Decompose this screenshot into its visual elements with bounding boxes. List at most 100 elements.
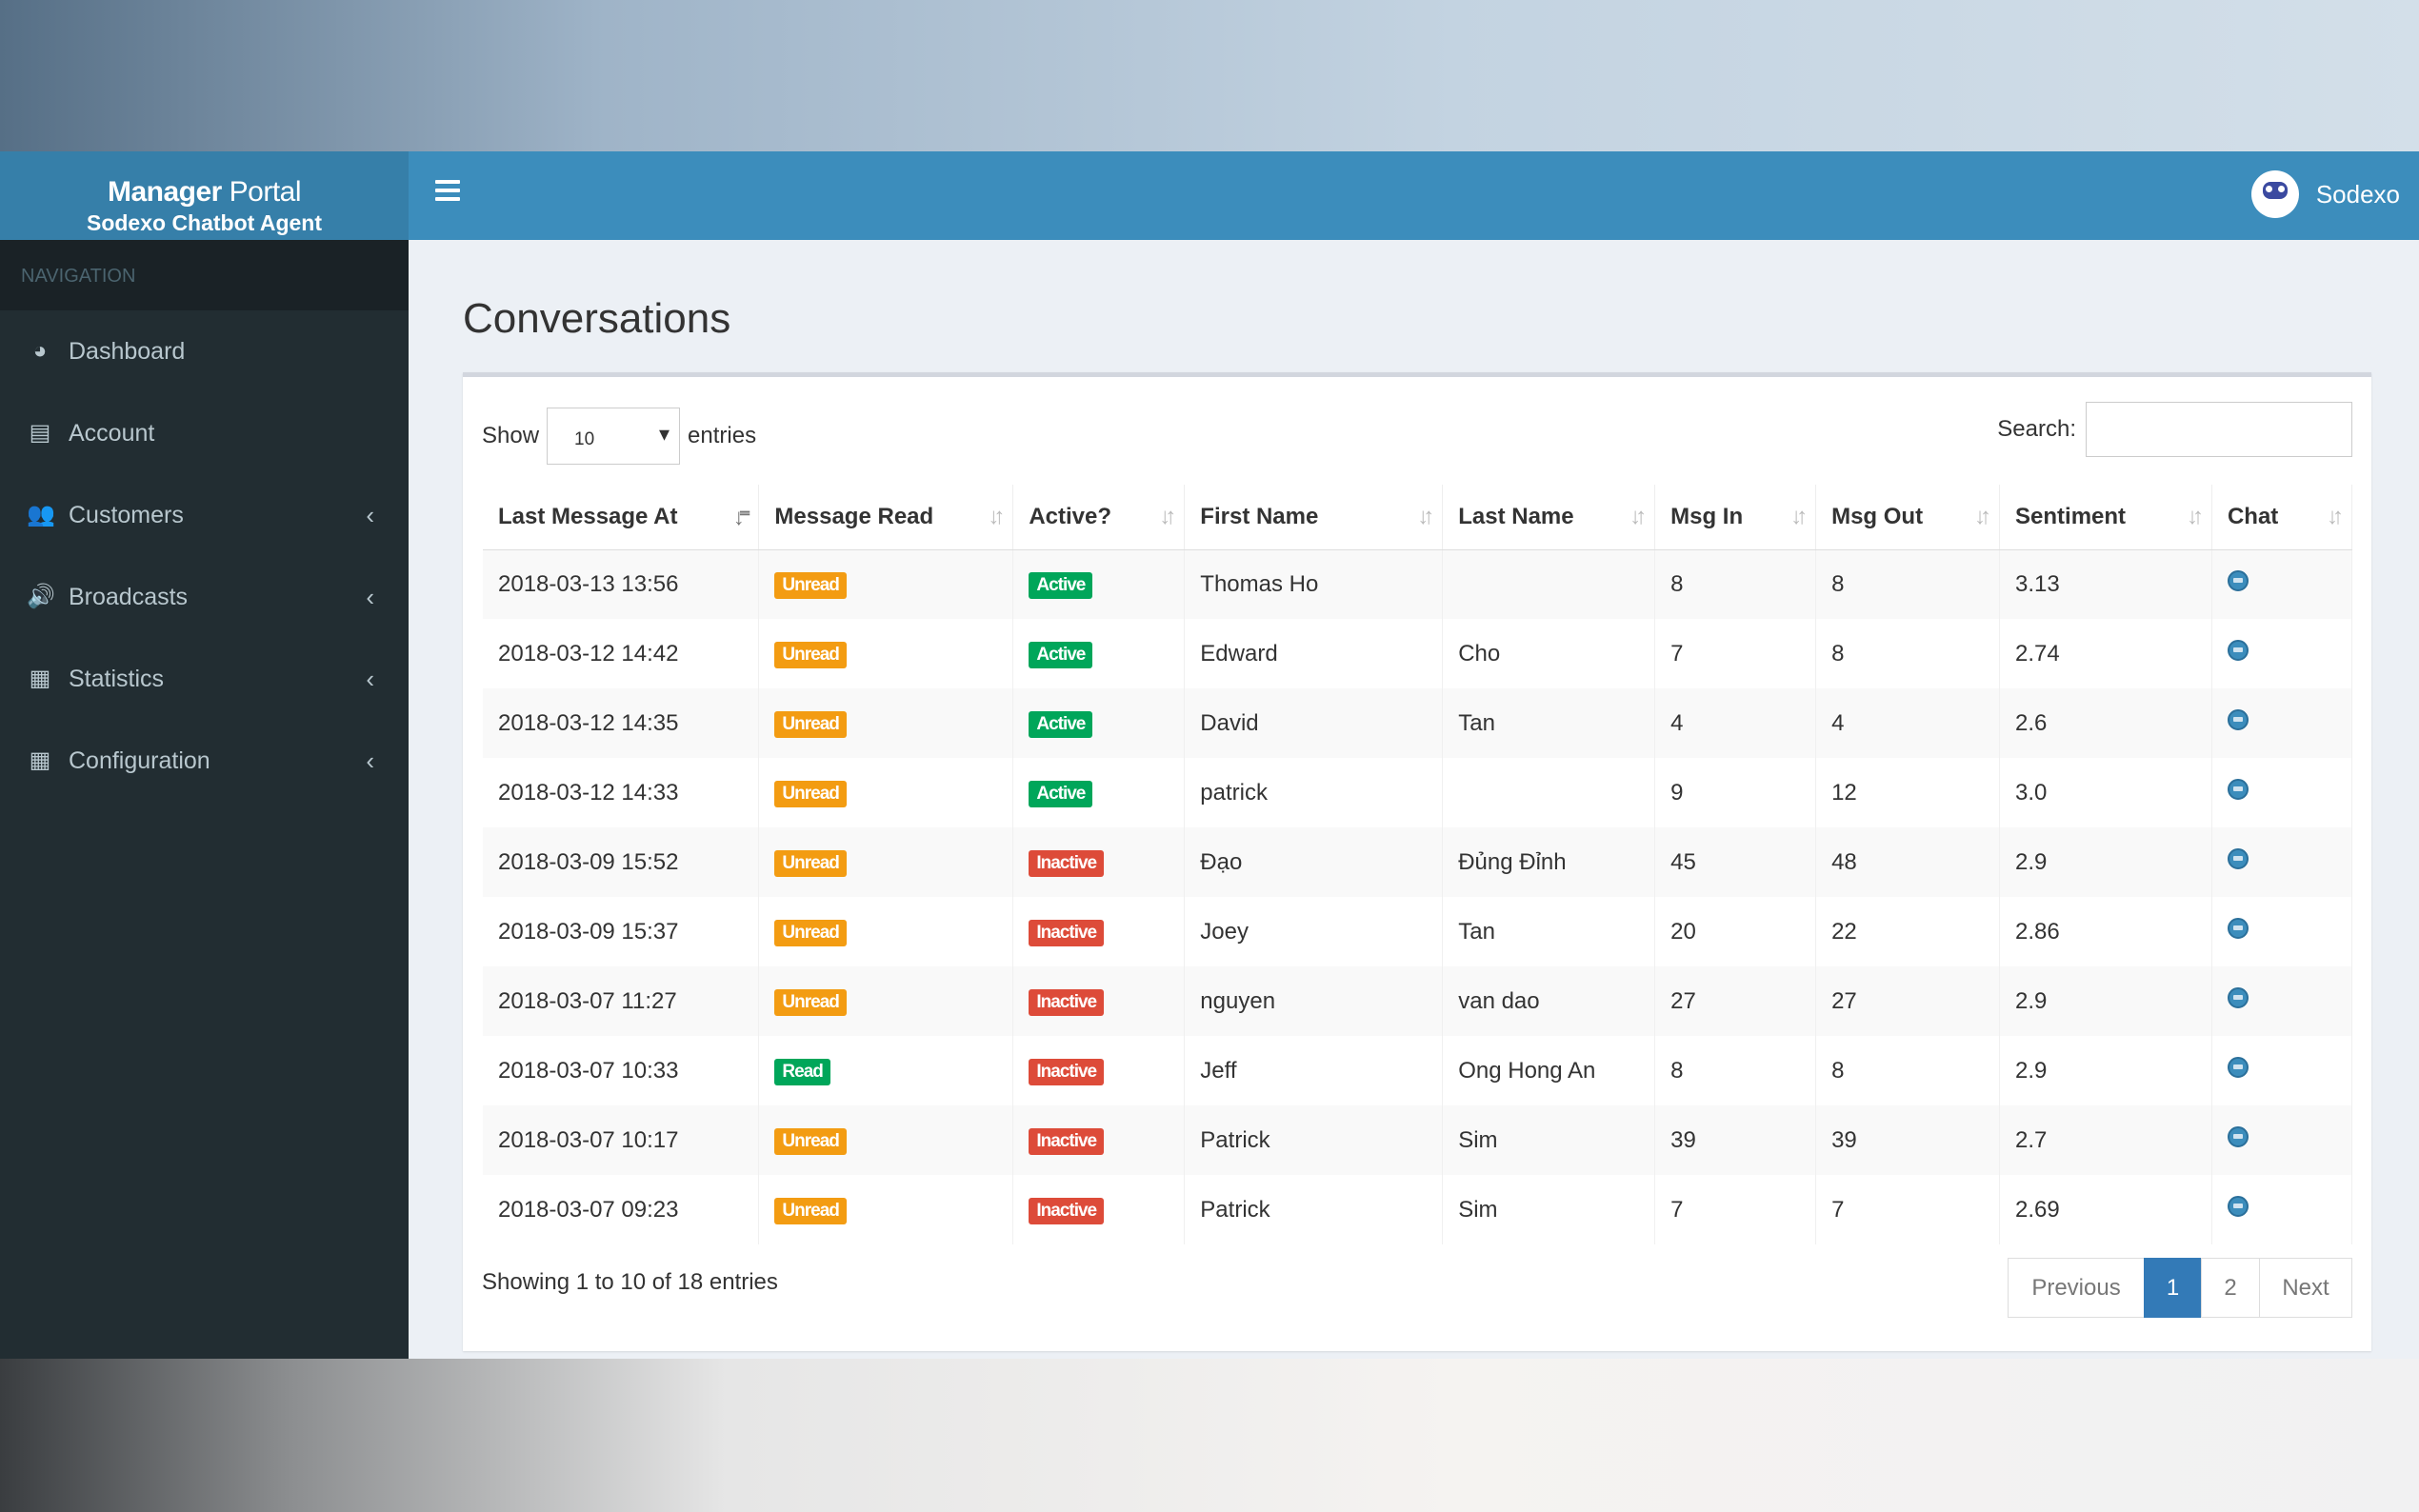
users-icon: 👥	[27, 502, 55, 527]
read-status-badge: Unread	[774, 1127, 847, 1155]
cell-text: 2018-03-09 15:37	[498, 918, 679, 945]
sort-icon[interactable]: ↓↑	[1790, 504, 1808, 529]
cell-1: Unread	[758, 827, 1014, 897]
column-header-chat[interactable]: Chat ↓↑	[2211, 485, 2353, 550]
sort-icon[interactable]: ↓↑	[1159, 504, 1176, 529]
cell-3: patrick	[1184, 758, 1444, 827]
sort-icon[interactable]: ↓↑	[2186, 504, 2204, 529]
chevron-left-icon: ‹	[366, 746, 374, 775]
cell-text: 39	[1670, 1126, 1696, 1153]
sidebar-item-customers[interactable]: 👥 Customers ‹	[0, 474, 409, 556]
next-button[interactable]: Next	[2259, 1258, 2352, 1318]
active-status-badge: Inactive	[1029, 849, 1105, 877]
active-status-badge: Active	[1029, 710, 1093, 738]
cell-4: Đủng Đỉnh	[1442, 827, 1656, 897]
app-title-rest: Portal	[221, 176, 302, 208]
cell-text: 8	[1670, 1057, 1684, 1084]
cell-2: Active	[1012, 688, 1186, 758]
cell-text: 2.69	[2015, 1196, 2060, 1223]
sort-icon[interactable]: ↓↑	[1417, 504, 1434, 529]
table-row: 2018-03-07 09:23 Unread Inactive Patrick Sim…	[483, 1175, 2353, 1244]
cell-7: 2.9	[1999, 1036, 2212, 1105]
column-header-label: Chat	[2227, 503, 2279, 529]
menu-toggle-icon[interactable]	[435, 180, 460, 203]
sort-icon[interactable]: ↓↑	[1974, 504, 1991, 529]
user-menu[interactable]: Sodexo	[2250, 170, 2400, 218]
cell-5: 20	[1654, 897, 1817, 966]
chat-icon[interactable]	[2227, 918, 2249, 939]
cell-2: Inactive	[1012, 1175, 1186, 1244]
sort-icon[interactable]: ↓↑	[2327, 504, 2344, 529]
cell-0: 2018-03-07 10:17	[483, 1105, 760, 1175]
cell-text: patrick	[1200, 779, 1268, 806]
sort-desc-icon[interactable]: ↓⁼	[732, 505, 751, 530]
chat-icon[interactable]	[2227, 570, 2249, 592]
chat-icon[interactable]	[2227, 1126, 2249, 1147]
cell-0: 2018-03-12 14:35	[483, 688, 760, 758]
chat-icon[interactable]	[2227, 1196, 2249, 1217]
cell-6: 48	[1815, 827, 2001, 897]
cell-5: 45	[1654, 827, 1817, 897]
cell-text: Ong Hong An	[1458, 1057, 1596, 1084]
sort-icon[interactable]: ↓↑	[988, 504, 1005, 529]
chat-icon[interactable]	[2227, 987, 2249, 1008]
active-status-badge: Active	[1029, 641, 1093, 668]
active-status-badge: Inactive	[1029, 1197, 1105, 1224]
cell-text: 2018-03-12 14:42	[498, 640, 679, 666]
sidebar-item-configuration[interactable]: ▦ Configuration ‹	[0, 720, 409, 802]
column-header-label: Last Name	[1458, 503, 1574, 529]
sidebar-item-account[interactable]: ▤ Account	[0, 392, 409, 474]
active-status-badge: Inactive	[1029, 1058, 1105, 1085]
chat-icon[interactable]	[2227, 709, 2249, 730]
column-header-active[interactable]: Active? ↓↑	[1012, 485, 1186, 550]
column-header-label: Msg Out	[1831, 503, 1924, 529]
cell-7: 3.13	[1999, 549, 2212, 619]
entries-select[interactable]: 10	[547, 408, 681, 465]
column-header-msg-out[interactable]: Msg Out ↓↑	[1815, 485, 2001, 550]
sidebar-item-dashboard[interactable]: ◕ Dashboard	[0, 310, 409, 392]
cell-text: Patrick	[1200, 1196, 1270, 1223]
cell-text: 3.13	[2015, 570, 2060, 597]
page-1-button[interactable]: 1	[2144, 1258, 2202, 1318]
dashboard-icon: ◕	[32, 338, 48, 364]
cell-text: 2.9	[2015, 848, 2048, 875]
chevron-left-icon: ‹	[366, 582, 374, 611]
sort-icon[interactable]: ↓↑	[1629, 504, 1647, 529]
chevron-left-icon: ‹	[366, 500, 374, 529]
sidebar-item-broadcasts[interactable]: 🔊 Broadcasts ‹	[0, 556, 409, 638]
column-header-last-name[interactable]: Last Name ↓↑	[1442, 485, 1656, 550]
cell-3: Thomas Ho	[1184, 549, 1444, 619]
cell-3: Đạo	[1184, 827, 1444, 897]
search-label: Search:	[1997, 416, 2076, 442]
previous-button[interactable]: Previous	[2008, 1258, 2145, 1318]
cell-4	[1442, 549, 1656, 619]
cell-0: 2018-03-13 13:56	[483, 549, 760, 619]
cell-5: 7	[1654, 619, 1817, 688]
column-header-last-message-at[interactable]: Last Message At ↓⁼	[483, 485, 760, 550]
page-2-button[interactable]: 2	[2201, 1258, 2260, 1318]
chat-icon[interactable]	[2227, 779, 2249, 800]
pagination: Previous 1 2 Next	[2008, 1258, 2352, 1318]
sidebar-item-label: Customers	[69, 501, 184, 528]
cell-text: Sim	[1458, 1196, 1498, 1223]
cell-1: Unread	[758, 897, 1014, 966]
background-bottom	[0, 1359, 2419, 1512]
column-header-msg-in[interactable]: Msg In ↓↑	[1654, 485, 1817, 550]
cell-6: 8	[1815, 1036, 2001, 1105]
active-status-badge: Active	[1029, 780, 1093, 807]
page-title: Conversations	[463, 295, 731, 342]
chat-icon[interactable]	[2227, 1057, 2249, 1078]
sidebar-item-statistics[interactable]: ▦ Statistics ‹	[0, 638, 409, 720]
chat-icon[interactable]	[2227, 848, 2249, 869]
search-input[interactable]	[2086, 402, 2352, 457]
app-logo[interactable]: Manager Portal Sodexo Chatbot Agent	[0, 151, 409, 240]
cell-text: Tan	[1458, 918, 1495, 945]
cell-2: Inactive	[1012, 966, 1186, 1036]
column-header-message-read[interactable]: Message Read ↓↑	[758, 485, 1014, 550]
cell-7: 2.69	[1999, 1175, 2212, 1244]
column-header-sentiment[interactable]: Sentiment ↓↑	[1999, 485, 2212, 550]
cell-7: 2.86	[1999, 897, 2212, 966]
chat-icon[interactable]	[2227, 640, 2249, 661]
cell-1: Unread	[758, 1105, 1014, 1175]
column-header-first-name[interactable]: First Name ↓↑	[1184, 485, 1444, 550]
